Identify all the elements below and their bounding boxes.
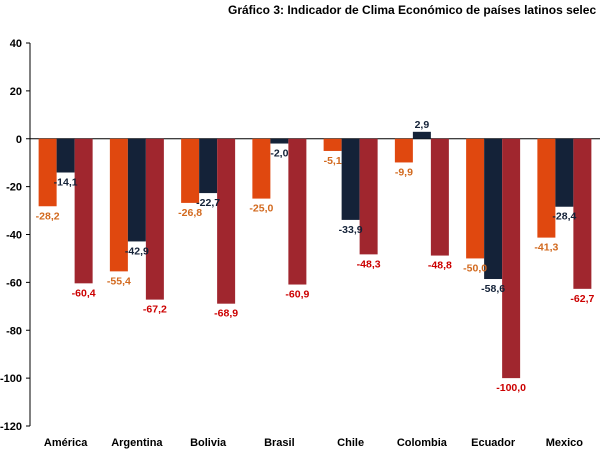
data-label-series-3: -60,4 xyxy=(72,287,96,299)
bar-series-3 xyxy=(573,138,592,289)
x-category-label: Bolivia xyxy=(190,437,227,449)
bars xyxy=(38,131,592,379)
x-category-label: Brasil xyxy=(264,437,295,449)
data-label-series-2: 2,9 xyxy=(415,119,430,131)
data-label-series-1: -55,4 xyxy=(107,275,131,287)
x-category-label: Chile xyxy=(337,437,364,449)
bar-series-2 xyxy=(341,138,360,220)
data-label-series-1: -9,9 xyxy=(395,166,413,178)
data-label-series-1: -26,8 xyxy=(178,207,202,219)
data-label-series-3: -48,3 xyxy=(357,258,381,270)
y-tick-label: -100 xyxy=(0,373,22,385)
y-tick-label: -40 xyxy=(6,230,22,242)
bar-series-3 xyxy=(74,138,93,284)
bar-series-2 xyxy=(555,138,574,207)
bar-series-3 xyxy=(430,138,449,256)
bar-series-3 xyxy=(217,138,236,304)
bar-series-3 xyxy=(502,138,521,379)
data-label-series-3: -68,9 xyxy=(214,308,238,320)
y-tick-label: 40 xyxy=(10,38,22,50)
data-label-series-1: -28,2 xyxy=(36,210,60,222)
data-labels: -28,2 -14,1 -60,4 -55,4 -42,9 -67,2 -26,8-22,7… xyxy=(36,119,595,394)
x-category-label: Ecuador xyxy=(471,437,516,449)
data-label-series-2: -22,7 xyxy=(196,197,220,209)
data-label-series-3: -48,8 xyxy=(428,260,452,272)
data-label-series-2: -14,1 xyxy=(54,177,78,189)
bar-series-1 xyxy=(38,138,57,207)
bar-series-1 xyxy=(537,138,556,238)
data-label-series-2: -2,0 xyxy=(270,148,288,160)
data-label-series-3: -60,9 xyxy=(285,289,309,301)
y-tick-label: 0 xyxy=(16,134,22,146)
bar-series-1 xyxy=(109,138,128,272)
x-category-label: Colombia xyxy=(397,437,448,449)
y-tick-label: -60 xyxy=(6,277,22,289)
y-tick-label: -120 xyxy=(0,421,22,433)
bar-series-3 xyxy=(288,138,307,285)
bar-series-3 xyxy=(145,138,164,300)
data-label-series-3: -100,0 xyxy=(496,382,526,394)
x-category-label: América xyxy=(44,437,88,449)
bar-series-3 xyxy=(359,138,378,255)
y-tick-label: -80 xyxy=(6,325,22,337)
data-label-series-1: -50,0 xyxy=(463,262,487,274)
bar-series-1 xyxy=(394,138,413,163)
data-label-series-1: -41,3 xyxy=(534,242,558,254)
x-category-label: Argentina xyxy=(111,437,163,449)
bar-series-1 xyxy=(466,138,485,259)
bar-series-2 xyxy=(127,138,146,242)
bar-series-2 xyxy=(199,138,218,194)
bar-series-1 xyxy=(181,138,200,203)
data-label-series-2: -58,6 xyxy=(481,283,505,295)
data-label-series-3: -62,7 xyxy=(570,293,594,305)
data-label-series-2: -28,4 xyxy=(552,211,576,223)
data-label-series-2: -33,9 xyxy=(339,224,363,236)
data-label-series-1: -25,0 xyxy=(249,203,273,215)
data-label-series-3: -67,2 xyxy=(143,304,167,316)
bar-series-2 xyxy=(56,138,75,173)
x-category-label: Mexico xyxy=(546,437,584,449)
bar-series-2 xyxy=(412,131,431,139)
data-label-series-1: -5,1 xyxy=(324,155,342,167)
chart-title: Gráfico 3: Indicador de Clima Económico … xyxy=(228,3,596,17)
data-label-series-2: -42,9 xyxy=(125,245,149,257)
y-tick-label: 20 xyxy=(10,86,22,98)
bar-series-2 xyxy=(484,138,503,280)
bar-series-2 xyxy=(270,138,289,144)
bar-series-1 xyxy=(323,138,342,151)
y-tick-label: -20 xyxy=(6,182,22,194)
bar-series-1 xyxy=(252,138,271,199)
